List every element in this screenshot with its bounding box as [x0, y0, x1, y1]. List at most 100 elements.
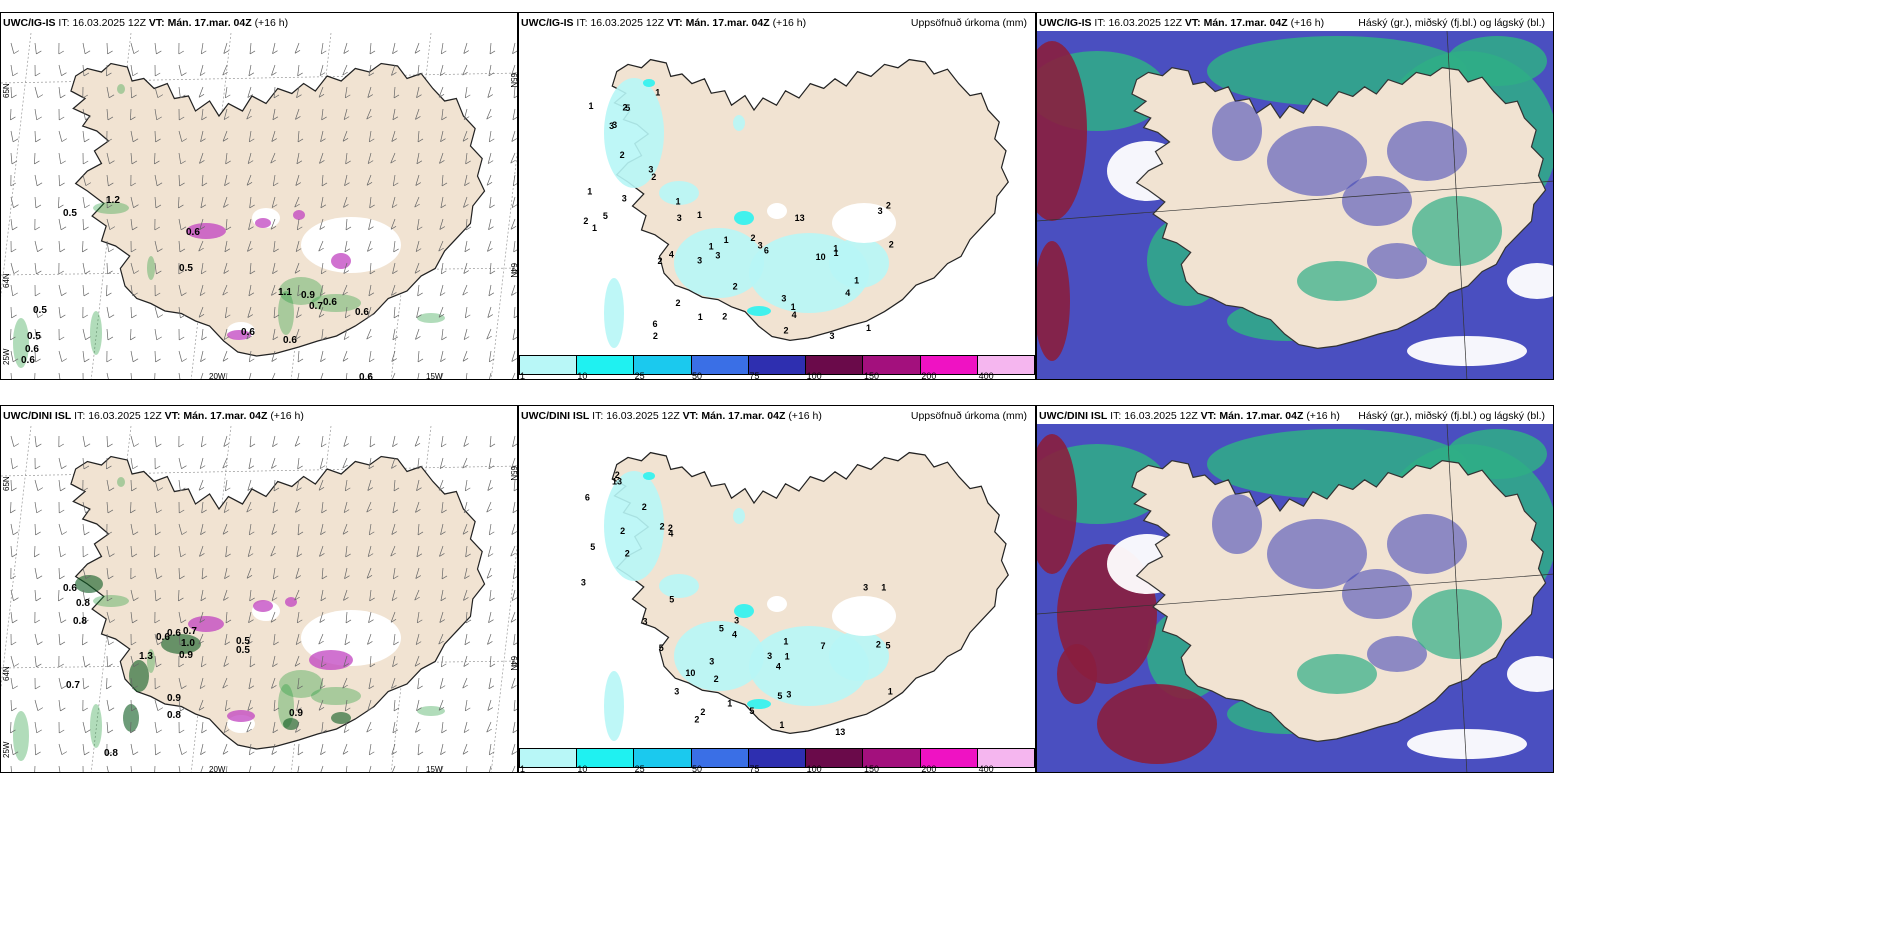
- precip-area: [747, 306, 771, 316]
- colorbar-tick-label: 75: [749, 371, 760, 380]
- lat-label: 64N: [509, 656, 518, 671]
- colorbar-tick-label: 1: [520, 764, 526, 773]
- precip-area: [279, 670, 323, 698]
- it-label: IT:: [1110, 410, 1122, 422]
- colorbar-segment: [977, 356, 1034, 374]
- snow-area: [832, 203, 896, 243]
- precip-value-label: 2: [657, 256, 662, 266]
- lat-label: 64N: [509, 263, 518, 278]
- precip-value-label: 10: [816, 252, 826, 262]
- it-label: IT:: [74, 410, 86, 422]
- precip-value-label: 1: [697, 210, 702, 220]
- vt-label: VT:: [666, 17, 683, 29]
- cloud-panel-bottom: UWC/DINI ISL IT: 16.03.2025 12Z VT: Mán.…: [1036, 405, 1554, 773]
- precip-value-label: 4: [732, 630, 737, 640]
- precip-value-label: 0.6: [156, 632, 170, 643]
- precip-area: [331, 712, 351, 724]
- precip-value-label: 0.7: [66, 680, 80, 691]
- precip-value-label: 0.5: [236, 636, 250, 647]
- lead-time: (+16 h): [1290, 17, 1325, 29]
- precip-area: [604, 671, 624, 741]
- lead-time: (+16 h): [254, 17, 289, 29]
- high-cloud: [1212, 494, 1262, 554]
- precip-value-label: 3: [609, 121, 614, 131]
- snow-area: [767, 596, 787, 612]
- precip-title: Uppsöfnuð úrkoma (mm): [910, 17, 1027, 29]
- precip-value-label: 2: [886, 201, 891, 211]
- precip-area: [733, 115, 745, 131]
- colorbar-tick-label: 25: [634, 764, 645, 773]
- precip-value-label: 0.8: [76, 598, 90, 609]
- colorbar-segment: [577, 749, 635, 767]
- precip-value-label: 1: [785, 652, 790, 662]
- colorbar-labels: 1 10 25 50 75 100 150 200 400: [519, 764, 1035, 773]
- precip-value-label: 0.6: [25, 344, 39, 355]
- colorbar-labels: 1 10 25 50 75 100 150 200 400: [519, 371, 1035, 380]
- precip-area: [283, 718, 299, 730]
- snow-precip: [253, 600, 273, 612]
- precip-value-label: 1: [587, 186, 592, 196]
- colorbar-segment: [920, 356, 978, 374]
- colorbar-segment: [520, 356, 578, 374]
- lon-label: 25W: [2, 348, 11, 365]
- it-label: IT:: [1094, 17, 1106, 29]
- precip-value-label: 1: [592, 223, 597, 233]
- precip-area: [93, 202, 129, 214]
- high-cloud: [1367, 636, 1427, 672]
- colorbar-segment: [634, 356, 692, 374]
- it-value: 16.03.2025 12Z: [72, 17, 146, 29]
- precip-value-label: 3: [674, 687, 679, 697]
- precip-value-label: 2: [651, 172, 656, 182]
- precip-panel-top: UWC/IG-IS IT: 16.03.2025 12Z VT: Mán. 17…: [518, 12, 1036, 380]
- precip-value-label: 1.3: [139, 651, 153, 662]
- snow-precip: [293, 210, 305, 220]
- model-name: UWC/IG-IS: [3, 17, 56, 29]
- precip-value-label: 2: [722, 312, 727, 322]
- precip-value-label: 0.5: [27, 331, 41, 342]
- precip-area: [417, 706, 445, 716]
- lat-label: 65N: [509, 73, 518, 88]
- cloud-title: Háský (gr.), miðský (fj.bl.) og lágský (…: [1358, 410, 1545, 422]
- vt-label: VT:: [1200, 410, 1217, 422]
- snow-area: [301, 217, 401, 273]
- mid-cloud: [1412, 589, 1502, 659]
- precip-value-label: 1: [698, 312, 703, 322]
- wind-panel-top: UWC/IG-IS IT: 16.03.2025 12Z VT: Mán. 17…: [0, 12, 518, 380]
- precip-value-label: 1: [675, 197, 680, 207]
- panel-header: UWC/DINI ISL IT: 16.03.2025 12Z VT: Mán.…: [521, 406, 1033, 426]
- colorbar-segment: [691, 356, 749, 374]
- precip-area: [829, 631, 889, 681]
- high-cloud: [1342, 176, 1412, 226]
- precip-value-label: 0.8: [104, 748, 118, 759]
- colorbar-tick-label: 1: [520, 371, 526, 380]
- colorbar-segment: [806, 356, 864, 374]
- precip-value-label: 3: [878, 206, 883, 216]
- snow-area: [767, 203, 787, 219]
- lead-time: (+16 h): [788, 410, 822, 422]
- precip-area: [90, 704, 102, 748]
- precip-value-label: 1.0: [181, 638, 195, 649]
- wind-barbs: [10, 435, 517, 772]
- colorbar-segment: [806, 749, 864, 767]
- it-value: 16.03.2025 12Z: [88, 410, 162, 422]
- precip-value-label: 3: [709, 657, 714, 667]
- high-cloud: [1367, 243, 1427, 279]
- precip-title: Uppsöfnuð úrkoma (mm): [910, 410, 1027, 422]
- precip-area: [747, 699, 771, 709]
- precip-value-label: 0.5: [63, 208, 77, 219]
- precip-value-label: 3: [781, 293, 786, 303]
- precip-value-label: 0.7: [309, 301, 323, 312]
- precip-value-label: 1.2: [106, 195, 120, 206]
- precip-value-label: 13: [795, 213, 805, 223]
- precip-area: [93, 595, 129, 607]
- precip-value-label: 7: [820, 641, 825, 651]
- cloud-free-area: [1407, 336, 1527, 366]
- colorbar-tick-label: 10: [577, 764, 588, 773]
- precip-value-label: 2: [625, 549, 630, 559]
- precip-value-label: 5: [603, 211, 608, 221]
- precip-value-label: 1: [833, 248, 838, 258]
- model-name: UWC/IG-IS: [1039, 17, 1092, 29]
- low-cloud-dense: [1037, 41, 1087, 221]
- precip-panel-bottom: UWC/DINI ISL IT: 16.03.2025 12Z VT: Mán.…: [518, 405, 1036, 773]
